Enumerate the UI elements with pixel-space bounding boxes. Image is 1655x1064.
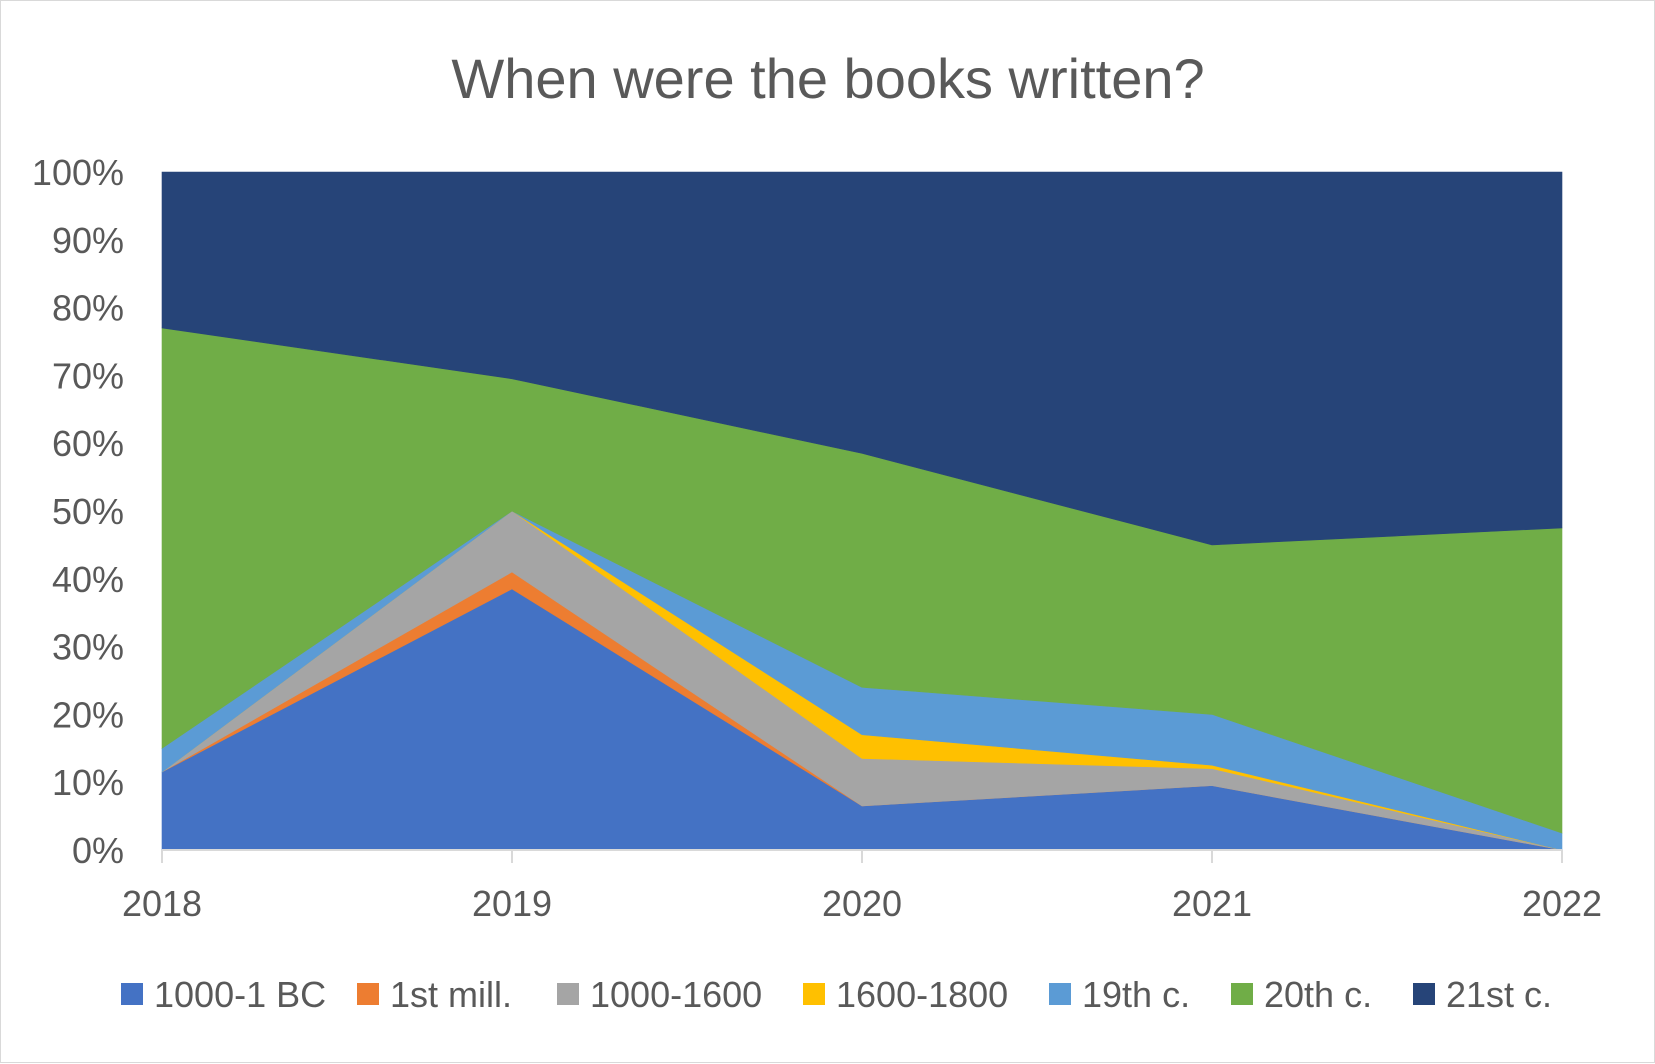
- legend-label: 21st c.: [1446, 974, 1552, 1015]
- legend-swatch: [1231, 983, 1253, 1005]
- x-axis-ticks: [161, 850, 1563, 863]
- legend-item-1600-1800: 1600-1800: [803, 974, 1008, 1015]
- legend-swatch: [803, 983, 825, 1005]
- area-21st-c: [161, 171, 1563, 546]
- legend-item-19th-c: 19th c.: [1049, 974, 1190, 1015]
- legend-swatch: [1049, 983, 1071, 1005]
- legend-label: 20th c.: [1264, 974, 1372, 1015]
- x-tick-label: 2022: [1522, 883, 1602, 924]
- x-tick-label: 2018: [122, 883, 202, 924]
- x-tick-label: 2021: [1172, 883, 1252, 924]
- legend-label: 1000-1 BC: [154, 974, 326, 1015]
- y-tick-label: 0%: [72, 830, 124, 871]
- legend-label: 1st mill.: [390, 974, 512, 1015]
- y-tick-label: 80%: [52, 288, 124, 329]
- legend-label: 19th c.: [1082, 974, 1190, 1015]
- legend-item-1000-1600: 1000-1600: [557, 974, 762, 1015]
- x-axis-labels: 2018 2019 2020 2021 2022: [122, 883, 1602, 924]
- y-tick-label: 70%: [52, 355, 124, 396]
- y-tick-label: 40%: [52, 559, 124, 600]
- x-tick-label: 2019: [472, 883, 552, 924]
- legend-item-20th-c: 20th c.: [1231, 974, 1372, 1015]
- y-tick-label: 60%: [52, 423, 124, 464]
- y-tick-label: 100%: [32, 152, 124, 193]
- y-axis-labels: 0% 10% 20% 30% 40% 50% 60% 70% 80% 90% 100%: [32, 152, 124, 871]
- y-tick-label: 30%: [52, 627, 124, 668]
- x-tick-label: 2020: [822, 883, 902, 924]
- legend-swatch: [121, 983, 143, 1005]
- legend-label: 1000-1600: [590, 974, 762, 1015]
- y-tick-label: 20%: [52, 694, 124, 735]
- area-series-layer: [161, 171, 1563, 851]
- y-tick-label: 10%: [52, 762, 124, 803]
- legend-swatch: [1413, 983, 1435, 1005]
- legend-item-1st-mill: 1st mill.: [357, 974, 512, 1015]
- legend-swatch: [557, 983, 579, 1005]
- chart-title: When were the books written?: [451, 47, 1204, 110]
- y-tick-label: 50%: [52, 491, 124, 532]
- legend-item-1000-1-bc: 1000-1 BC: [121, 974, 326, 1015]
- legend-item-21st-c: 21st c.: [1413, 974, 1552, 1015]
- legend: 1000-1 BC 1st mill. 1000-1600 1600-1800 19th…: [121, 974, 1552, 1015]
- legend-label: 1600-1800: [836, 974, 1008, 1015]
- y-tick-label: 90%: [52, 220, 124, 261]
- legend-swatch: [357, 983, 379, 1005]
